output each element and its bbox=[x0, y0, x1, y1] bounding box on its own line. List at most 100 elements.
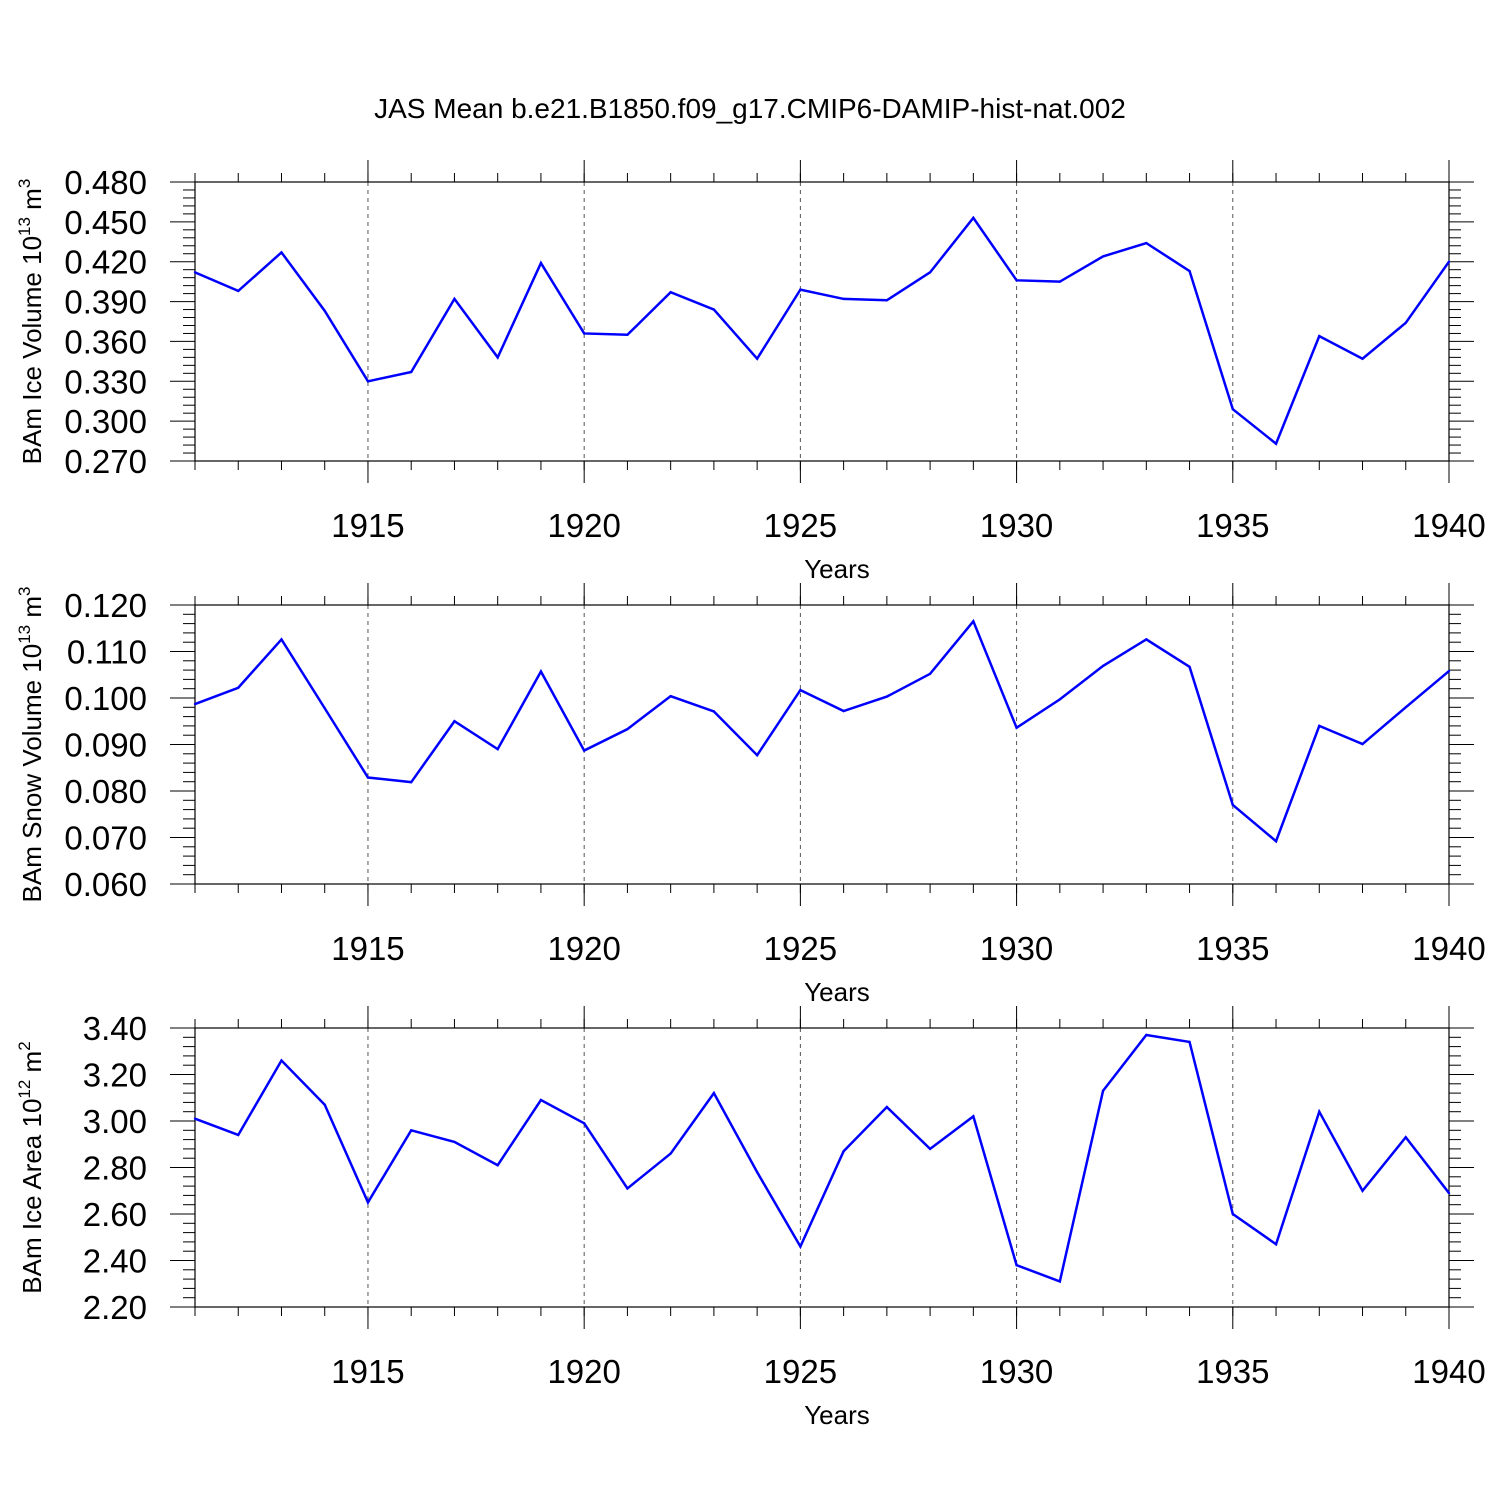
data-point bbox=[1145, 241, 1148, 245]
data-point bbox=[928, 672, 932, 676]
data-point bbox=[453, 720, 456, 723]
data-point bbox=[885, 695, 889, 698]
y-tick-label: 3.20 bbox=[83, 1057, 147, 1094]
data-point bbox=[366, 776, 370, 779]
y-tick-label: 0.480 bbox=[64, 164, 147, 201]
data-point bbox=[237, 1133, 240, 1137]
data-point bbox=[237, 289, 240, 293]
data-point bbox=[1318, 1110, 1321, 1113]
series-line bbox=[194, 215, 1451, 446]
data-point bbox=[626, 1187, 629, 1190]
data-point bbox=[755, 357, 759, 360]
data-point bbox=[755, 1170, 759, 1174]
data-point bbox=[1188, 269, 1191, 273]
data-point bbox=[453, 1140, 456, 1144]
data-point bbox=[1145, 638, 1148, 641]
x-tick-label: 1930 bbox=[980, 930, 1053, 967]
data-point bbox=[669, 694, 672, 698]
y-tick-label: 0.360 bbox=[64, 323, 147, 360]
x-tick-label: 1935 bbox=[1196, 1353, 1269, 1390]
data-point bbox=[669, 291, 672, 294]
y-tick-label: 0.420 bbox=[64, 244, 147, 281]
data-point bbox=[799, 688, 802, 692]
data-point bbox=[1404, 321, 1407, 325]
y-tick-label: 0.300 bbox=[64, 403, 147, 440]
data-point bbox=[323, 309, 326, 313]
data-point bbox=[928, 271, 932, 274]
data-point bbox=[842, 709, 845, 713]
data-point bbox=[1015, 279, 1018, 282]
series-line bbox=[194, 618, 1450, 844]
y-tick-label: 0.070 bbox=[64, 820, 147, 857]
data-point bbox=[410, 780, 413, 784]
x-tick-label: 1920 bbox=[547, 1353, 620, 1390]
data-point bbox=[1447, 260, 1451, 263]
data-point bbox=[1404, 1136, 1407, 1139]
x-tick-label: 1935 bbox=[1196, 930, 1269, 967]
x-tick-label: 1940 bbox=[1412, 930, 1485, 967]
data-point bbox=[193, 271, 197, 274]
data-point bbox=[928, 1147, 932, 1151]
x-axis-title: Years bbox=[804, 554, 870, 584]
x-tick-label: 1925 bbox=[764, 507, 837, 544]
data-point bbox=[1404, 706, 1407, 709]
data-point bbox=[1447, 1191, 1451, 1195]
y-tick-label: 0.090 bbox=[64, 727, 147, 764]
data-point bbox=[1231, 1212, 1234, 1216]
data-point bbox=[972, 620, 975, 623]
data-point bbox=[193, 1117, 197, 1120]
data-point bbox=[712, 308, 716, 311]
y-tick-label: 2.20 bbox=[83, 1289, 147, 1326]
data-point bbox=[885, 1105, 889, 1109]
y-axis-title: BAm Snow Volume 1013 m3 bbox=[15, 587, 47, 903]
x-tick-label: 1920 bbox=[547, 507, 620, 544]
x-tick-label: 1915 bbox=[331, 1353, 404, 1390]
data-point bbox=[799, 1245, 802, 1248]
x-tick-label: 1935 bbox=[1196, 507, 1269, 544]
data-point bbox=[885, 299, 889, 302]
plot-frame bbox=[194, 181, 1450, 462]
y-tick-label: 0.060 bbox=[64, 866, 147, 903]
x-tick-label: 1925 bbox=[764, 1353, 837, 1390]
data-point bbox=[626, 727, 629, 731]
data-point bbox=[1058, 1280, 1062, 1283]
data-point bbox=[1361, 1189, 1364, 1192]
y-tick-label: 2.60 bbox=[83, 1196, 147, 1233]
data-point bbox=[669, 1152, 672, 1155]
data-point bbox=[539, 670, 543, 673]
panels: 1915 1920 1925 1930 1935 19400.2700.3000.3300… bbox=[15, 160, 1486, 1430]
data-point bbox=[410, 370, 413, 374]
y-axis-title: BAm Ice Volume 1013 m3 bbox=[15, 179, 47, 465]
data-point bbox=[496, 1163, 499, 1167]
data-point bbox=[496, 747, 499, 751]
data-point bbox=[1361, 357, 1364, 360]
data-point bbox=[1318, 334, 1321, 338]
data-point bbox=[280, 638, 283, 641]
figure-title: JAS Mean b.e21.B1850.f09_g17.CMIP6-DAMIP… bbox=[374, 93, 1126, 124]
y-tick-label: 2.80 bbox=[83, 1150, 147, 1187]
chart-panel-1: 1915 1920 1925 1930 1935 19400.2700.3000.3300… bbox=[15, 160, 1486, 584]
data-point bbox=[582, 332, 586, 335]
x-tick-label: 1940 bbox=[1412, 1353, 1485, 1390]
y-tick-label: 3.00 bbox=[83, 1103, 147, 1140]
data-point bbox=[323, 1103, 326, 1106]
chart-panel-3: 1915 1920 1925 1930 1935 1940 2.20 2.40 2.60 2.80… bbox=[15, 1006, 1486, 1430]
x-tick-label: 1915 bbox=[331, 930, 404, 967]
data-point bbox=[193, 702, 197, 706]
y-tick-label: 0.100 bbox=[64, 680, 147, 717]
data-point bbox=[237, 686, 240, 689]
data-point bbox=[366, 380, 370, 383]
data-point bbox=[712, 710, 716, 713]
y-tick-label: 2.40 bbox=[83, 1243, 147, 1280]
data-point bbox=[453, 297, 456, 301]
data-point bbox=[539, 1098, 543, 1102]
data-point bbox=[1188, 1040, 1191, 1044]
data-point bbox=[755, 753, 759, 757]
data-point bbox=[1015, 726, 1018, 729]
series-line bbox=[194, 1033, 1450, 1284]
data-point bbox=[799, 288, 802, 291]
y-tick-label: 0.270 bbox=[64, 443, 147, 480]
data-point bbox=[1058, 280, 1062, 283]
